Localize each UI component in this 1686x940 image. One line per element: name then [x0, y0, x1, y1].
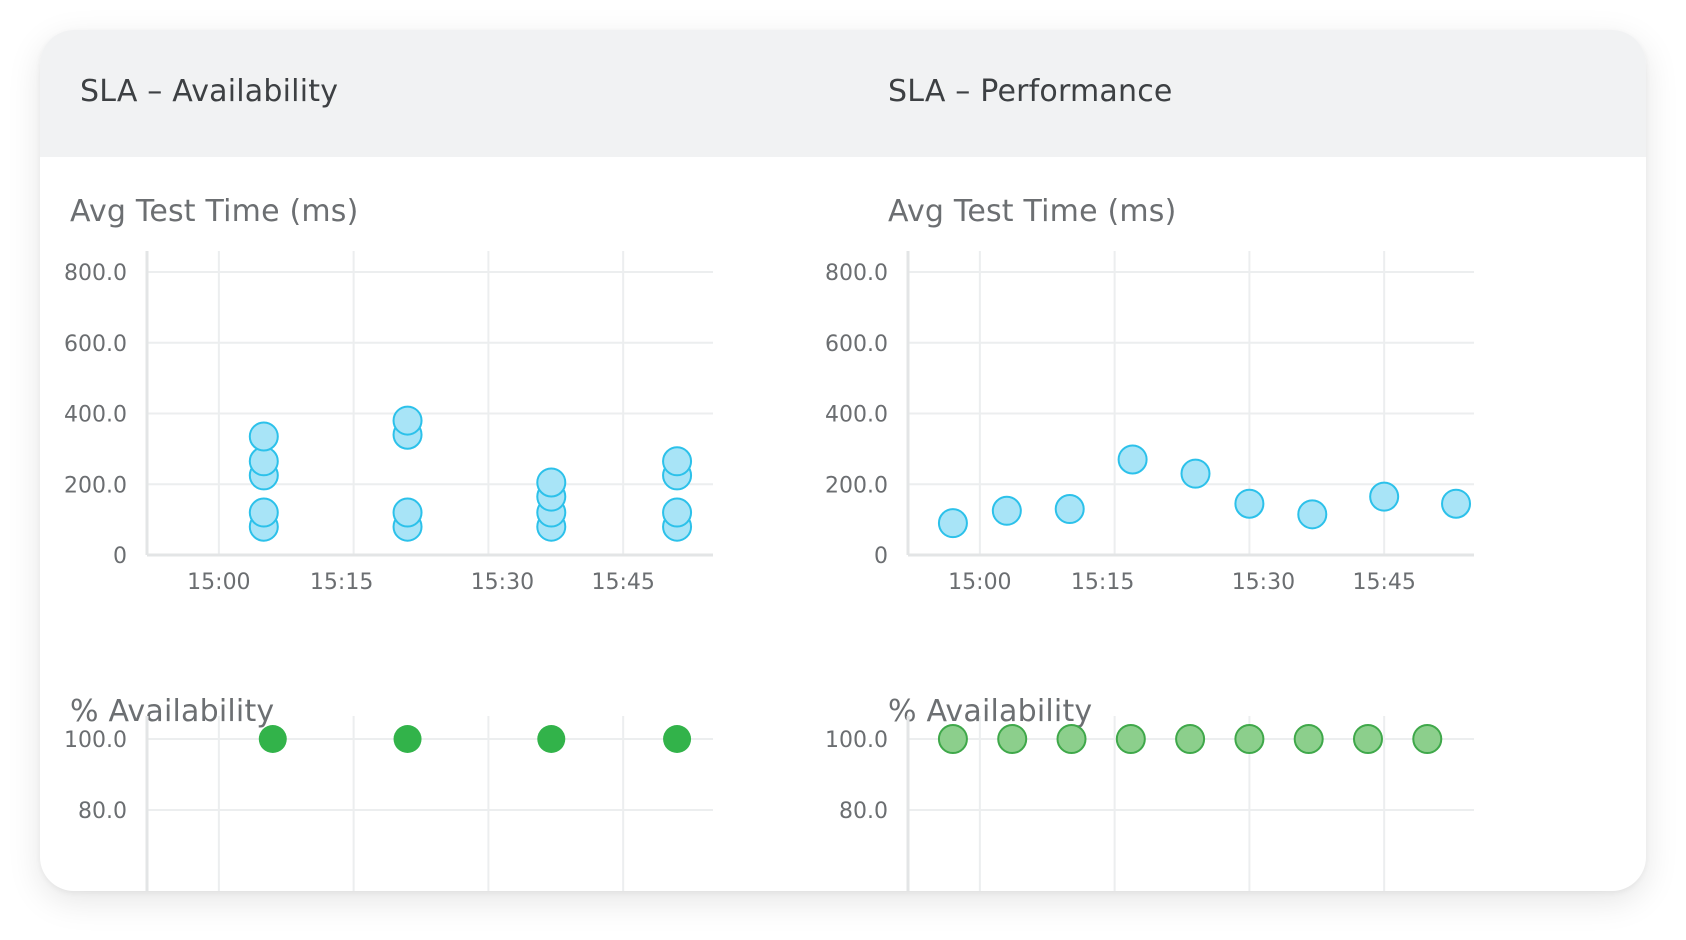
charts-svg: 0 200.0 400.0 600.0 800.0 15:00 15:15 15:30 15:4… — [64, 251, 1474, 891]
performance-testtime-title: Avg Test Time (ms) — [888, 194, 1177, 229]
y-tick-label: 200.0 — [825, 473, 888, 498]
performance-pct-point[interactable] — [997, 724, 1028, 754]
x-tick-label: 15:00 — [948, 570, 1011, 595]
performance-panel-title: SLA – Performance — [888, 74, 1173, 109]
sla-card: SLA – Availability SLA – Performance Avg… — [40, 30, 1646, 891]
x-tick-label: 15:45 — [1352, 570, 1415, 595]
performance-testtime-point[interactable] — [1234, 488, 1265, 519]
y-tick-label: 400.0 — [825, 403, 888, 428]
performance-testtime-chart: 0 200.0 400.0 600.0 800.0 15:00 15:15 15:30 15:4… — [825, 251, 1474, 595]
x-tick-label: 15:00 — [187, 570, 250, 595]
performance-testtime-point[interactable] — [1117, 444, 1148, 475]
y-tick-label: 600.0 — [825, 332, 888, 357]
y-tick-label: 100.0 — [825, 728, 888, 753]
performance-pct-point[interactable] — [1352, 724, 1383, 754]
x-tick-label: 15:15 — [310, 570, 373, 595]
availability-testtime-chart: 0 200.0 400.0 600.0 800.0 15:00 15:15 15:30 15:4… — [64, 251, 713, 595]
performance-pct-point[interactable] — [1056, 724, 1087, 754]
availability-testtime-point[interactable] — [536, 467, 567, 498]
performance-pct-point[interactable] — [1115, 724, 1146, 754]
availability-panel-title: SLA – Availability — [80, 74, 339, 109]
y-tick-label: 80.0 — [839, 799, 888, 824]
availability-testtime-point[interactable] — [392, 497, 423, 528]
x-tick-label: 15:30 — [471, 570, 534, 595]
performance-testtime-point[interactable] — [937, 508, 968, 539]
y-tick-label: 80.0 — [78, 799, 127, 824]
performance-pct-point[interactable] — [1412, 724, 1443, 754]
availability-testtime-point[interactable] — [662, 497, 693, 528]
y-tick-label: 800.0 — [825, 261, 888, 286]
y-tick-label: 0 — [113, 544, 127, 569]
availability-testtime-point[interactable] — [248, 421, 279, 452]
availability-pct-point[interactable] — [393, 725, 422, 753]
y-tick-label: 100.0 — [64, 728, 127, 753]
performance-testtime-point[interactable] — [1054, 494, 1085, 525]
y-tick-label: 400.0 — [64, 403, 127, 428]
availability-testtime-point[interactable] — [662, 446, 693, 477]
availability-pct-chart: 80.0 100.0 — [64, 716, 713, 891]
performance-pct-point[interactable] — [937, 724, 968, 754]
availability-pct-title: % Availability — [70, 694, 275, 729]
performance-testtime-point[interactable] — [1297, 499, 1328, 530]
y-tick-label: 200.0 — [64, 473, 127, 498]
performance-testtime-point[interactable] — [1180, 458, 1211, 489]
x-tick-label: 15:15 — [1071, 570, 1134, 595]
y-tick-label: 600.0 — [64, 332, 127, 357]
availability-pct-point[interactable] — [258, 725, 287, 753]
y-tick-label: 0 — [874, 544, 888, 569]
availability-testtime-title: Avg Test Time (ms) — [70, 194, 359, 229]
x-tick-label: 15:45 — [591, 570, 654, 595]
performance-pct-point[interactable] — [1175, 724, 1206, 754]
performance-pct-point[interactable] — [1293, 724, 1324, 754]
performance-testtime-point[interactable] — [991, 495, 1022, 526]
availability-pct-point[interactable] — [537, 725, 566, 753]
availability-testtime-point[interactable] — [248, 497, 279, 528]
performance-testtime-point[interactable] — [1369, 481, 1400, 512]
card-header — [40, 30, 1646, 157]
availability-pct-point[interactable] — [663, 725, 692, 753]
performance-testtime-point[interactable] — [1441, 488, 1472, 519]
performance-pct-title: % Availability — [888, 694, 1093, 729]
availability-testtime-point[interactable] — [392, 405, 423, 436]
x-tick-label: 15:30 — [1232, 570, 1295, 595]
performance-pct-chart: 80.0 100.0 — [825, 716, 1474, 891]
performance-pct-point[interactable] — [1234, 724, 1265, 754]
y-tick-label: 800.0 — [64, 261, 127, 286]
